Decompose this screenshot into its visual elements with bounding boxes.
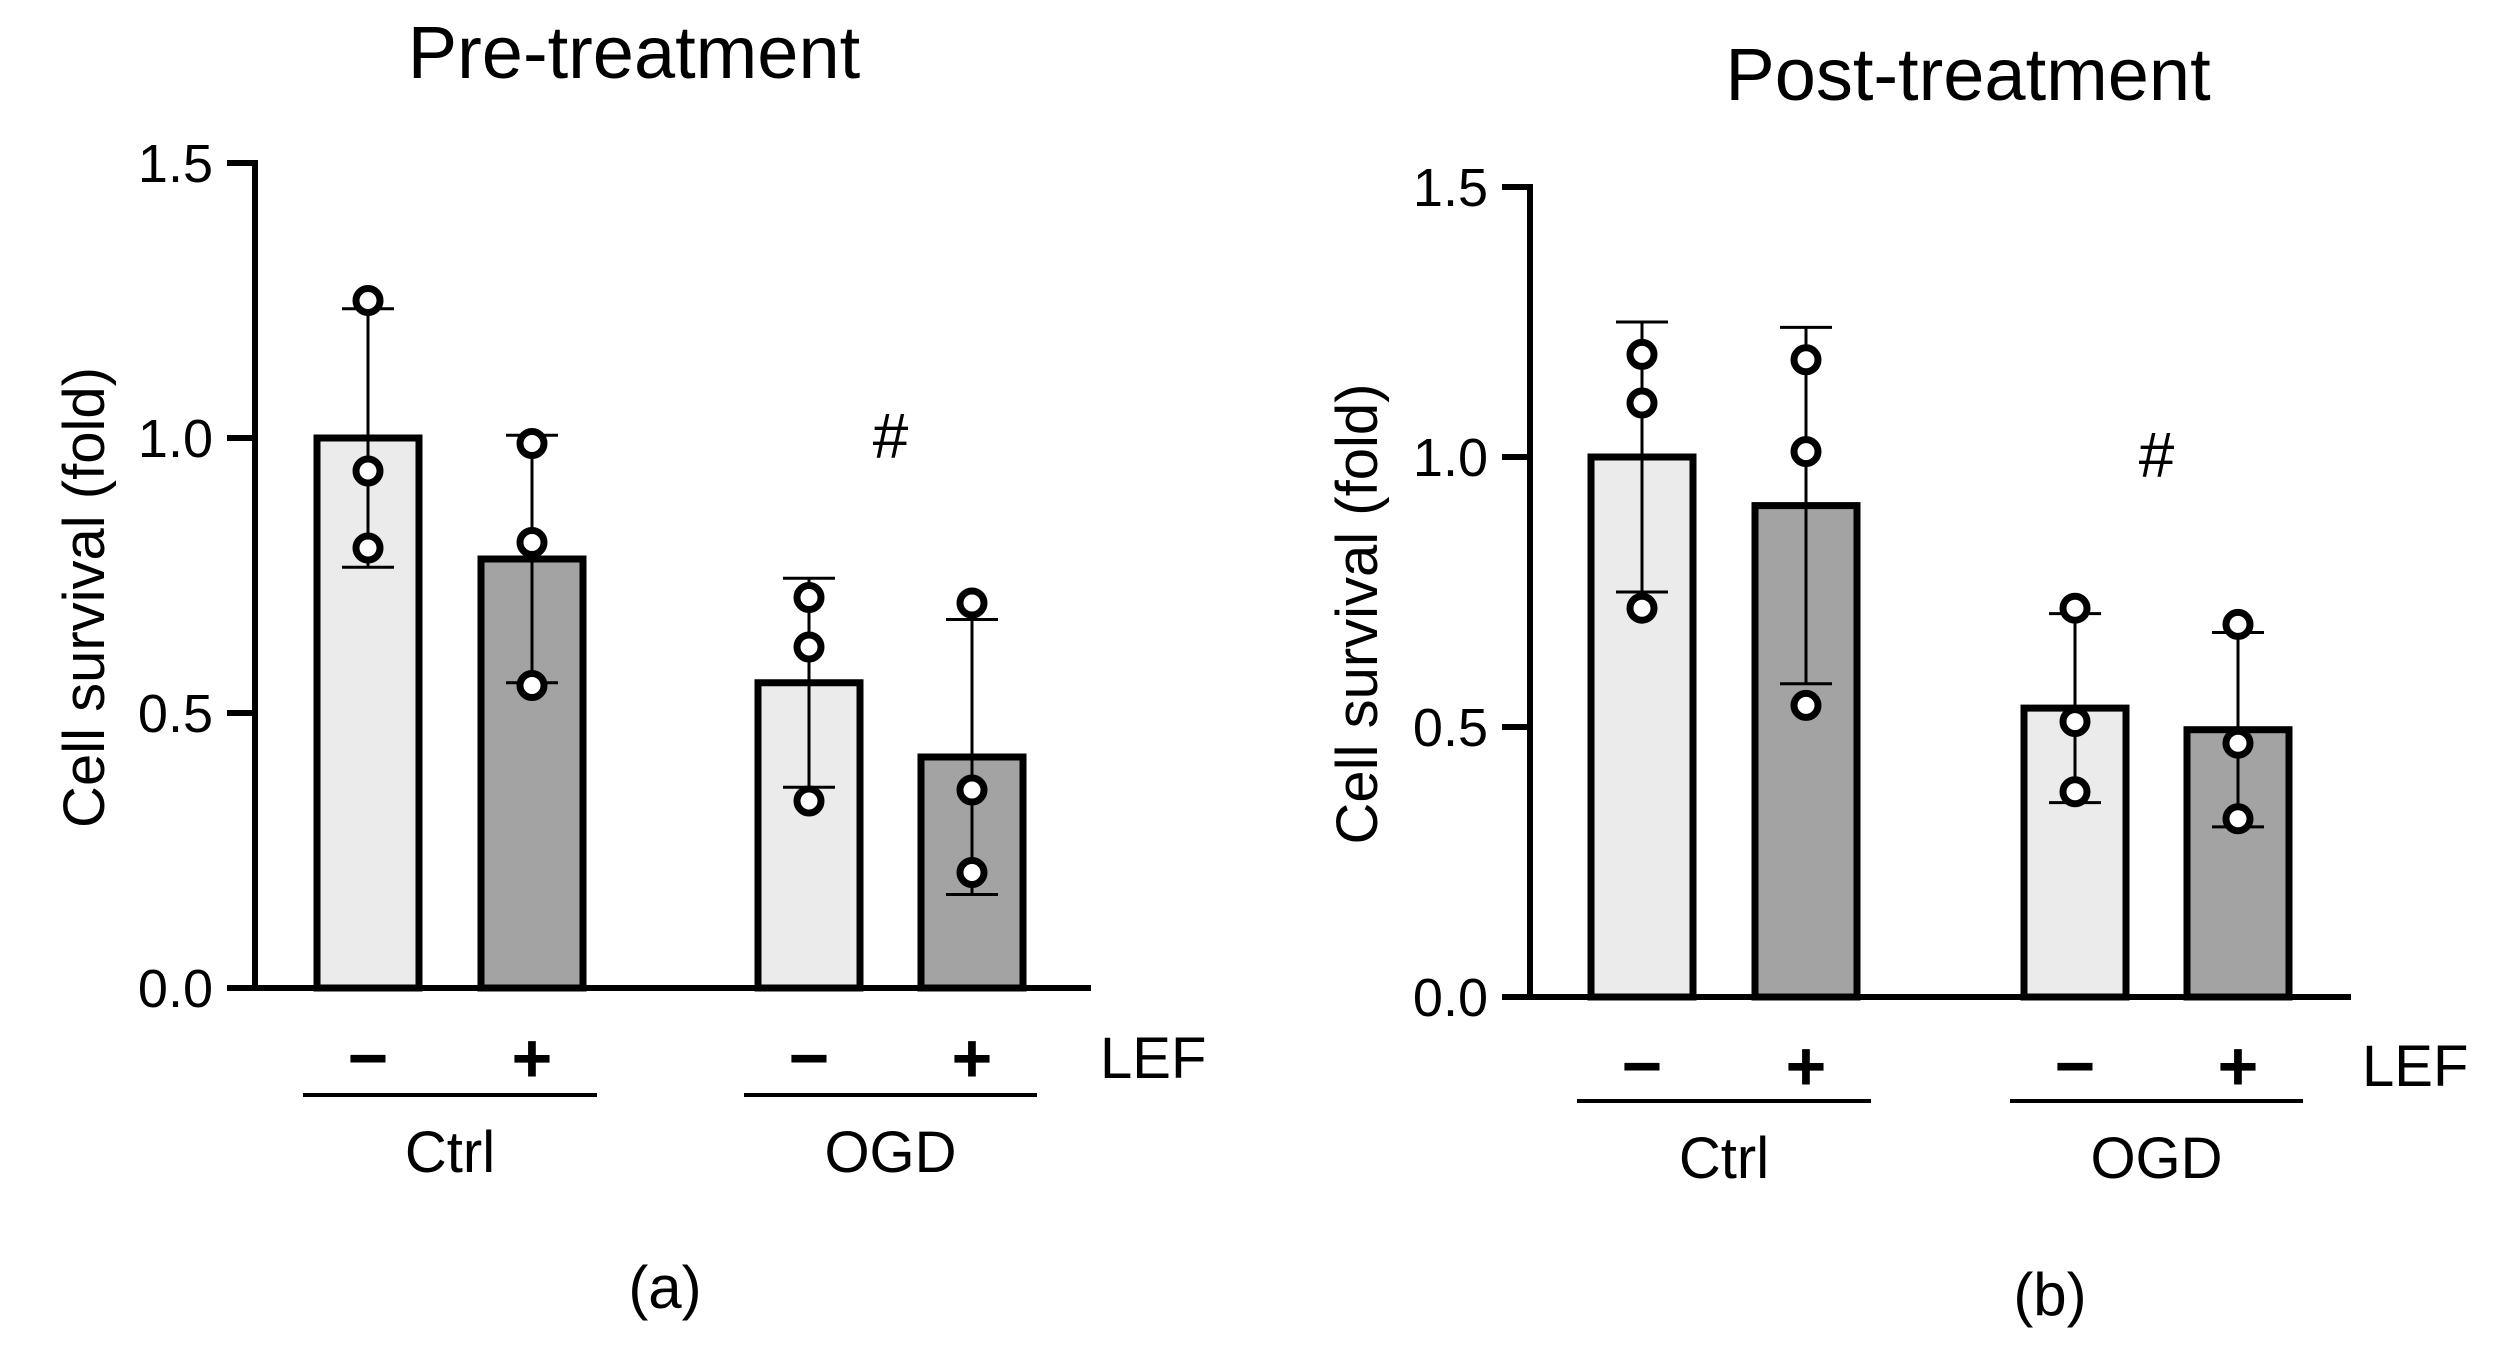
panel-label: (a): [628, 1254, 701, 1321]
chart-panel-0: Pre-treatment Cell survival (fold) 0.0 0.5 1…: [52, 11, 1206, 1321]
data-point-1-0: [1790, 344, 1822, 376]
panel-label: (b): [2013, 1261, 2086, 1328]
data-point-2-0: [793, 582, 825, 613]
category-sign-1: +: [1786, 1027, 1827, 1105]
y-tick-label: 0.0: [1413, 968, 1488, 1028]
bar-0: [1587, 453, 1697, 1001]
significance-marker: #: [2139, 419, 2175, 491]
data-point-2-2: [2059, 776, 2091, 808]
data-point-3-0: [2222, 608, 2254, 640]
category-sign-0: −: [348, 1019, 389, 1097]
category-sign-3: +: [2218, 1027, 2259, 1105]
chart-panel-1: Post-treatment Cell survival (fold) 0.0 0.5…: [1325, 33, 2468, 1328]
data-point-1-1: [516, 527, 548, 558]
data-point-2-0: [2059, 592, 2091, 624]
group-label: OGD: [824, 1120, 956, 1185]
data-point-0-1: [1626, 387, 1658, 419]
data-point-0-2: [352, 532, 384, 564]
group-label: OGD: [2090, 1126, 2222, 1191]
category-sign-2: −: [2055, 1027, 2096, 1105]
data-point-3-2: [2222, 803, 2254, 835]
y-tick-label: 0.0: [138, 959, 213, 1019]
data-point-0-0: [352, 285, 384, 316]
category-sign-2: −: [789, 1019, 830, 1097]
data-point-1-2: [1790, 689, 1822, 721]
y-axis-label: Cell survival (fold): [1325, 384, 1390, 845]
factor-label: LEF: [2362, 1034, 2468, 1099]
data-point-2-1: [793, 631, 825, 663]
data-point-3-1: [2222, 727, 2254, 759]
data-point-0-0: [1626, 338, 1658, 370]
category-sign-3: +: [952, 1019, 993, 1097]
data-point-0-2: [1626, 592, 1658, 624]
y-tick-label: 1.0: [138, 409, 213, 469]
category-sign-0: −: [1622, 1027, 1663, 1105]
data-point-2-1: [2059, 706, 2091, 738]
category-sign-1: +: [512, 1019, 553, 1097]
y-tick-label: 1.5: [138, 134, 213, 194]
chart-title: Pre-treatment: [408, 11, 861, 94]
data-point-1-1: [1790, 436, 1822, 468]
y-axis-label: Cell survival (fold): [52, 367, 117, 828]
data-point-1-2: [516, 670, 548, 701]
data-point-3-0: [956, 587, 988, 619]
factor-label: LEF: [1100, 1026, 1206, 1091]
y-tick-label: 1.0: [1413, 428, 1488, 488]
data-point-3-1: [956, 774, 988, 806]
data-point-0-1: [352, 455, 384, 487]
chart-title: Post-treatment: [1725, 33, 2211, 116]
y-tick-label: 0.5: [1413, 698, 1488, 758]
group-label: Ctrl: [1679, 1126, 1769, 1191]
y-tick-label: 1.5: [1413, 158, 1488, 218]
data-point-2-2: [793, 785, 825, 817]
data-point-3-2: [956, 857, 988, 888]
group-label: Ctrl: [405, 1120, 495, 1185]
y-tick-label: 0.5: [138, 684, 213, 744]
data-point-1-0: [516, 428, 548, 459]
significance-marker: #: [873, 400, 909, 472]
